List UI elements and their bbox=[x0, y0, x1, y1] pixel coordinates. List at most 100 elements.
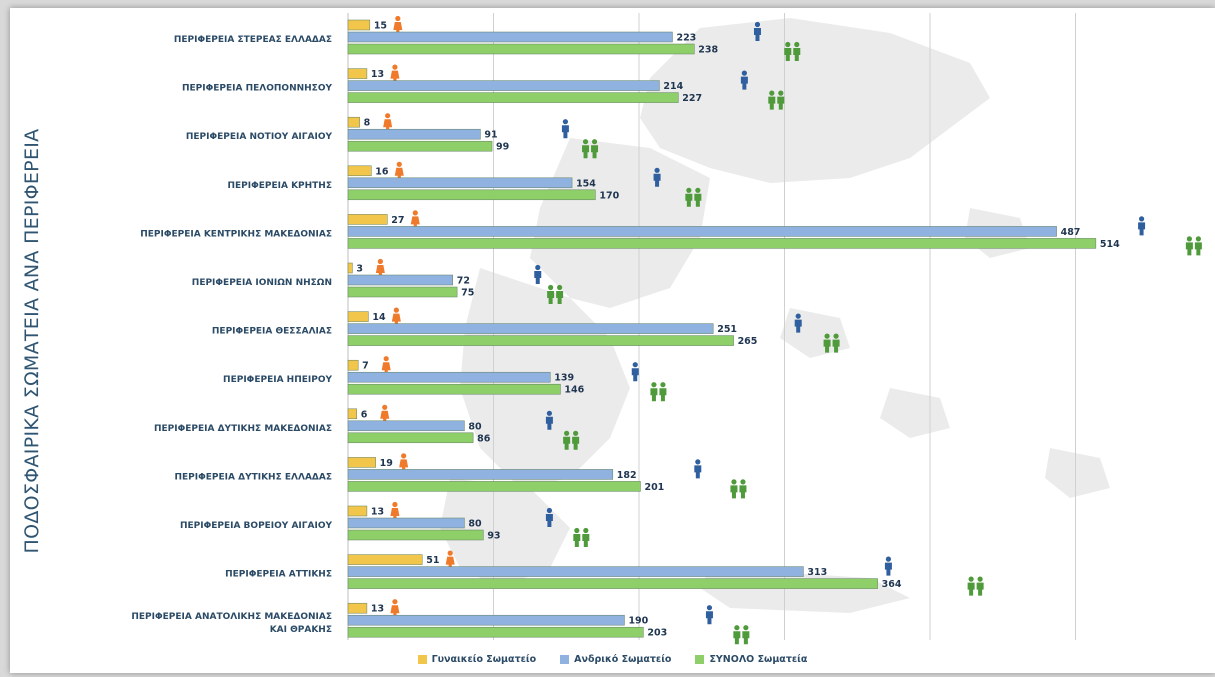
bar-man bbox=[347, 31, 673, 43]
category-label: ΠΕΡΙΦΕΡΕΙΑ ΝΟΤΙΟΥ ΑΙΓΑΙΟΥ bbox=[186, 132, 333, 142]
bar-couple bbox=[347, 383, 561, 395]
data-label: 86 bbox=[477, 433, 491, 444]
legend-swatch bbox=[560, 655, 570, 664]
couple-icon bbox=[730, 479, 747, 499]
data-label: 91 bbox=[484, 130, 497, 141]
category-label: ΠΕΡΙΦΕΡΕΙΑ ΔΥΤΙΚΗΣ ΜΑΚΕΔΟΝΙΑΣ bbox=[154, 424, 332, 434]
man-icon bbox=[884, 556, 892, 576]
bar-man bbox=[347, 469, 614, 480]
category-label: ΠΕΡΙΦΕΡΕΙΑ ΣΤΕΡΕΑΣ ΕΛΛΑΔΑΣ bbox=[174, 35, 332, 45]
bar-man bbox=[347, 614, 625, 626]
data-label: 13 bbox=[371, 507, 384, 518]
bar-woman bbox=[347, 602, 368, 614]
data-label: 313 bbox=[807, 567, 827, 578]
man-icon bbox=[561, 119, 569, 139]
man-icon bbox=[631, 362, 639, 382]
data-label: 19 bbox=[380, 458, 393, 469]
woman-icon bbox=[410, 210, 420, 230]
data-label: 139 bbox=[554, 373, 574, 384]
couple-icon bbox=[547, 284, 564, 304]
couple-icon bbox=[768, 90, 785, 110]
category-label: ΠΕΡΙΦΕΡΕΙΑ ΠΕΛΟΠΟΝΝΗΣΟΥ bbox=[182, 84, 332, 94]
data-label: 154 bbox=[576, 178, 596, 189]
man-icon bbox=[653, 167, 661, 187]
bar-woman bbox=[347, 116, 360, 128]
data-label: 514 bbox=[1100, 239, 1120, 250]
data-label: 214 bbox=[663, 81, 683, 92]
woman-icon bbox=[380, 404, 390, 424]
data-label: 13 bbox=[371, 604, 384, 615]
bar-man bbox=[347, 177, 573, 189]
data-label: 364 bbox=[882, 579, 902, 590]
data-label: 51 bbox=[426, 555, 439, 566]
data-label: 16 bbox=[375, 166, 389, 177]
data-label: 146 bbox=[564, 385, 584, 396]
bar-woman bbox=[347, 165, 372, 177]
couple-icon bbox=[650, 382, 667, 402]
bar-couple bbox=[347, 189, 596, 201]
data-label: 251 bbox=[717, 324, 737, 335]
woman-icon bbox=[393, 15, 403, 35]
bar-woman bbox=[347, 505, 368, 517]
data-label: 190 bbox=[628, 616, 648, 627]
couple-icon bbox=[582, 139, 599, 159]
bar-couple bbox=[347, 432, 474, 444]
bar-man bbox=[347, 128, 481, 140]
couple-icon bbox=[1185, 236, 1202, 256]
data-label: 265 bbox=[738, 336, 758, 347]
data-label: 201 bbox=[644, 482, 664, 493]
data-label: 3 bbox=[356, 264, 363, 275]
legend-swatch bbox=[417, 655, 427, 664]
bar-man bbox=[347, 80, 660, 91]
chart-frame: ΠΟΔΟΣΦΑΙΡΙΚΑ ΣΩΜΑΤΕΙΑ ΑΝΑ ΠΕΡΙΦΕΡΕΙΑ ΠΕΡ… bbox=[10, 8, 1215, 673]
legend-swatch bbox=[695, 655, 705, 664]
bar-man bbox=[347, 517, 465, 529]
category-label: ΠΕΡΙΦΕΡΕΙΑ ΔΥΤΙΚΗΣ ΕΛΛΑΔΑΣ bbox=[175, 472, 333, 482]
man-icon bbox=[1138, 216, 1146, 236]
bar-man bbox=[347, 226, 1057, 237]
bar-couple bbox=[347, 626, 644, 638]
bar-woman bbox=[347, 68, 368, 79]
bar-woman bbox=[347, 554, 423, 565]
bar-woman bbox=[347, 262, 353, 274]
woman-icon bbox=[391, 307, 401, 327]
bar-couple bbox=[347, 481, 641, 492]
data-label: 6 bbox=[361, 409, 368, 420]
woman-icon bbox=[375, 258, 385, 278]
data-label: 487 bbox=[1061, 227, 1081, 238]
data-label: 13 bbox=[371, 69, 384, 80]
bar-woman bbox=[347, 214, 388, 225]
category-label: ΠΕΡΙΦΕΡΕΙΑ ΗΠΕΙΡΟΥ bbox=[223, 375, 332, 385]
man-icon bbox=[740, 70, 748, 90]
couple-icon bbox=[967, 576, 984, 596]
bar-woman bbox=[347, 311, 369, 322]
data-label: 27 bbox=[391, 215, 404, 226]
data-label: 75 bbox=[461, 288, 474, 299]
category-label: ΠΕΡΙΦΕΡΕΙΑ ΚΕΝΤΡΙΚΗΣ ΜΑΚΕΔΟΝΙΑΣ bbox=[140, 229, 332, 239]
bar-man bbox=[347, 566, 804, 577]
man-icon bbox=[545, 410, 553, 430]
category-label: ΠΕΡΙΦΕΡΕΙΑ ΚΡΗΤΗΣ bbox=[227, 181, 332, 191]
couple-icon bbox=[573, 527, 590, 547]
data-label: 93 bbox=[487, 531, 500, 542]
legend-item: ΣΥΝΟΛΟ Σωματεία bbox=[695, 654, 807, 665]
data-label: 8 bbox=[364, 118, 371, 129]
legend-label: Ανδρικό Σωματείο bbox=[574, 654, 672, 665]
couple-icon bbox=[563, 430, 580, 450]
man-icon bbox=[534, 264, 542, 284]
bar-couple bbox=[347, 238, 1097, 249]
category-label: ΠΕΡΙΦΕΡΕΙΑ ΒΟΡΕΙΟΥ ΑΙΓΑΙΟΥ bbox=[180, 521, 333, 531]
couple-icon bbox=[784, 41, 801, 61]
bar-couple bbox=[347, 140, 493, 152]
data-label: 238 bbox=[698, 45, 718, 56]
data-label: 80 bbox=[468, 519, 482, 530]
legend-label: Γυναικείο Σωματείο bbox=[431, 654, 537, 665]
woman-icon bbox=[390, 501, 400, 521]
man-icon bbox=[794, 313, 802, 333]
couple-icon bbox=[733, 625, 750, 645]
bar-man bbox=[347, 323, 714, 334]
category-label: ΠΕΡΙΦΕΡΕΙΑ ΑΝΑΤΟΛΙΚΗΣ ΜΑΚΕΔΟΝΙΑΣ bbox=[131, 612, 332, 622]
data-label: 170 bbox=[599, 190, 619, 201]
data-label: 72 bbox=[457, 276, 470, 287]
